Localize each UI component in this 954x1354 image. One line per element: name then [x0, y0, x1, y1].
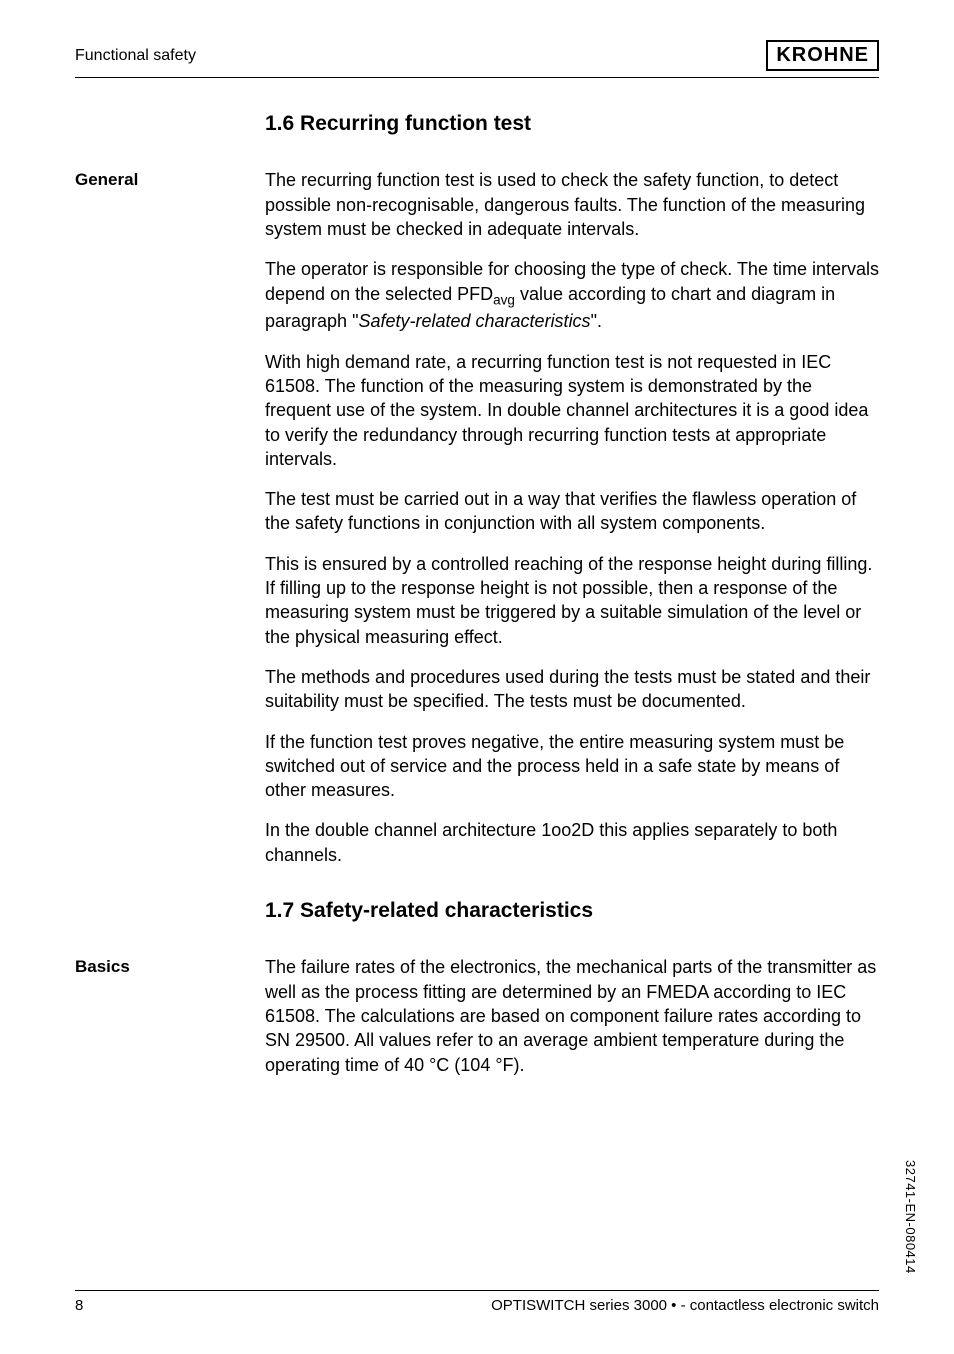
section-heading-1-6: 1.6 Recurring function test — [265, 110, 879, 138]
para-1-6-2: The operator is responsible for choosing… — [265, 257, 879, 333]
side-document-code: 32741-EN-080414 — [903, 1160, 918, 1274]
block-general: General The recurring function test is u… — [75, 168, 879, 883]
block-basics: Basics The failure rates of the electron… — [75, 955, 879, 1092]
page-content: 1.6 Recurring function test General The … — [75, 110, 879, 1107]
label-basics: Basics — [75, 955, 265, 1092]
page-footer: 8 OPTISWITCH series 3000 • - contactless… — [75, 1290, 879, 1314]
section-label-spacer-2 — [75, 897, 265, 941]
footer-page-number: 8 — [75, 1297, 83, 1314]
section-heading-1-7: 1.7 Safety-related characteristics — [265, 897, 879, 925]
para-1-6-3: With high demand rate, a recurring funct… — [265, 350, 879, 471]
para-1-7-1: The failure rates of the electronics, th… — [265, 955, 879, 1076]
section-label-spacer — [75, 110, 265, 154]
para-1-6-1: The recurring function test is used to c… — [265, 168, 879, 241]
body-basics: The failure rates of the electronics, th… — [265, 955, 879, 1092]
para-1-6-8: In the double channel architecture 1oo2D… — [265, 818, 879, 867]
section-1-6: 1.6 Recurring function test — [75, 110, 879, 154]
para-1-6-5: This is ensured by a controlled reaching… — [265, 552, 879, 649]
footer-product-line: OPTISWITCH series 3000 • - contactless e… — [491, 1297, 879, 1314]
para-1-6-6: The methods and procedures used during t… — [265, 665, 879, 714]
section-1-7: 1.7 Safety-related characteristics — [75, 897, 879, 941]
header-left-text: Functional safety — [75, 47, 196, 65]
label-general: General — [75, 168, 265, 883]
body-general: The recurring function test is used to c… — [265, 168, 879, 883]
para-1-6-4: The test must be carried out in a way th… — [265, 487, 879, 536]
para-1-6-7: If the function test proves negative, th… — [265, 730, 879, 803]
page-header: Functional safety KROHNE — [75, 40, 879, 78]
brand-logo-text: KROHNE — [766, 40, 879, 71]
